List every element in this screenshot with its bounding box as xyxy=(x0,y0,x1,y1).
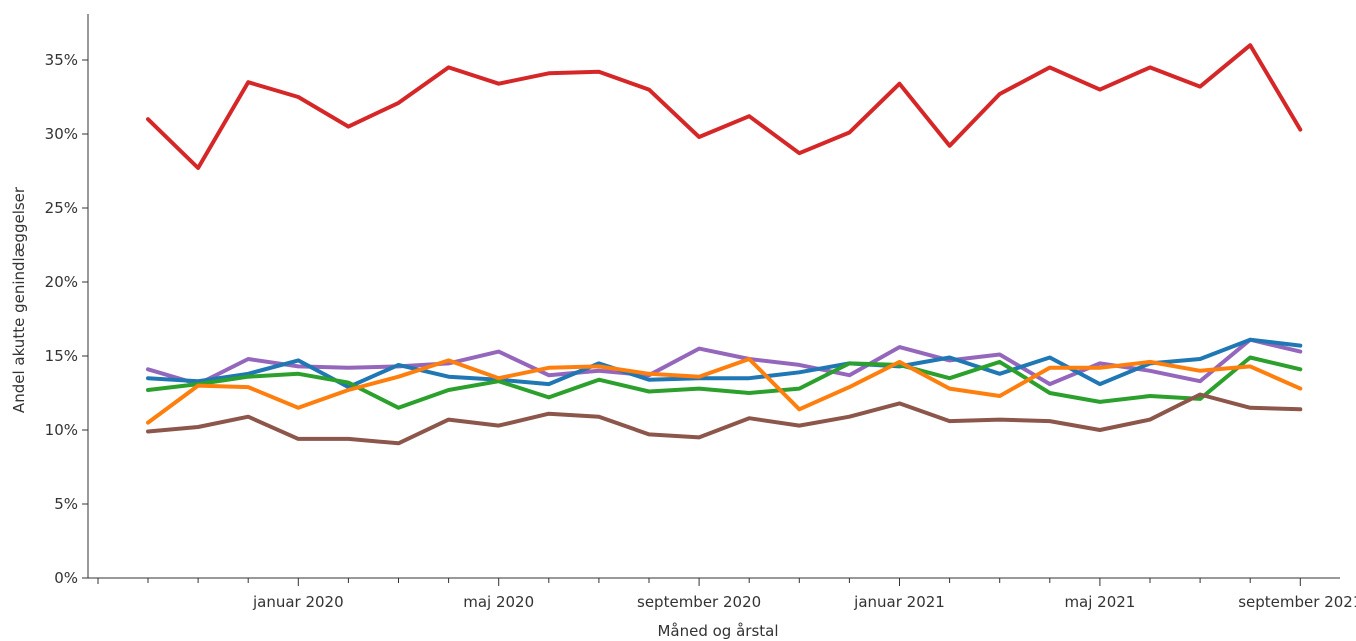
y-tick-label: 15% xyxy=(45,347,78,365)
x-tick-label: september 2021 xyxy=(1238,593,1356,611)
series-line-1 xyxy=(146,43,1303,170)
x-axis-title: Måned og årstal xyxy=(657,622,778,640)
y-tick-label: 5% xyxy=(54,495,78,513)
series-line-4 xyxy=(146,355,1303,410)
x-tick-label: januar 2021 xyxy=(853,593,945,611)
y-tick-label: 10% xyxy=(45,421,78,439)
y-tick-label: 35% xyxy=(45,51,78,69)
series-line-5 xyxy=(146,357,1303,425)
y-tick-label: 0% xyxy=(54,569,78,587)
y-axis: 0% 5% 10% 15% 20% 25% 30% 35% xyxy=(45,14,89,587)
x-tick-label: maj 2021 xyxy=(1064,593,1135,611)
x-axis: januar 2020 maj 2020 september 2020 januar … xyxy=(88,577,1356,611)
series-group xyxy=(146,43,1303,446)
y-axis-title: Andel akutte genindlæggelser xyxy=(10,186,28,413)
series-line-2 xyxy=(146,337,1303,387)
series-line-6 xyxy=(146,392,1303,446)
x-tick-label: september 2020 xyxy=(637,593,761,611)
y-tick-label: 20% xyxy=(45,273,78,291)
x-tick-label: maj 2020 xyxy=(463,593,534,611)
y-tick-label: 25% xyxy=(45,199,78,217)
x-tick-label: januar 2020 xyxy=(252,593,344,611)
y-tick-label: 30% xyxy=(45,125,78,143)
